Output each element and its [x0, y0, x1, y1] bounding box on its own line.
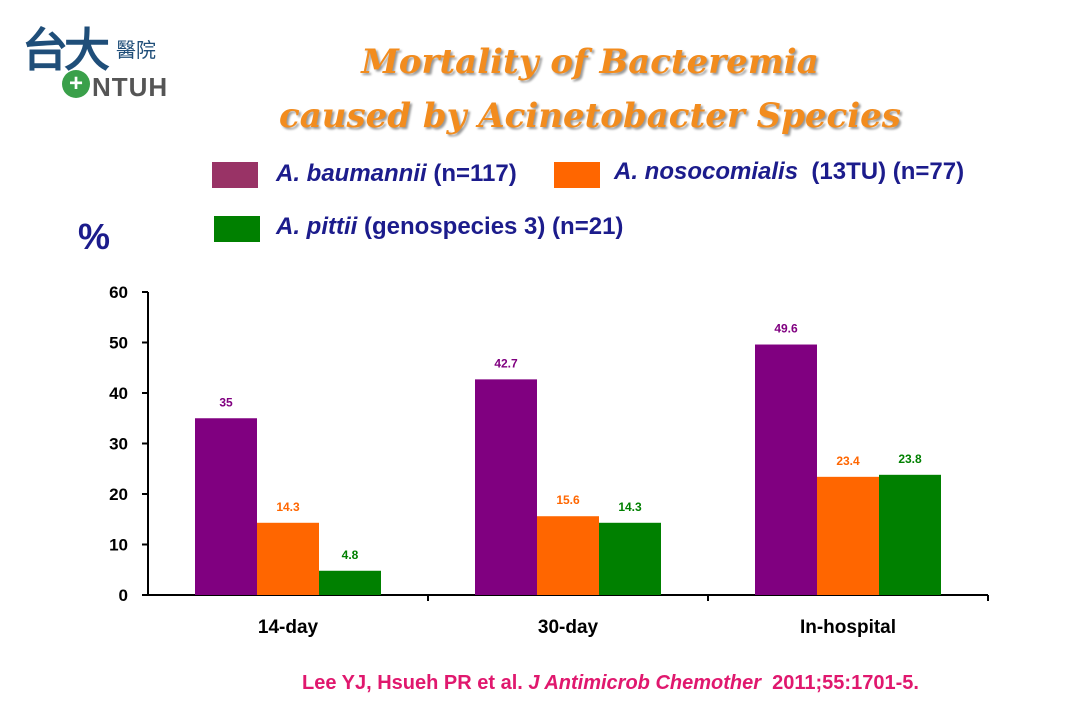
- y-tick-label: 50: [109, 334, 128, 353]
- y-tick-label: 20: [109, 485, 128, 504]
- bar: [817, 476, 879, 595]
- legend-detail-pittii: (genospecies 3) (n=21): [357, 213, 624, 240]
- legend-detail-nosocomialis: (13TU) (n=77): [798, 158, 965, 185]
- data-label: 4.8: [342, 548, 359, 562]
- bar: [879, 474, 941, 595]
- category-label: 14-day: [258, 617, 319, 638]
- ntuh-logo: 台大 醫院 + NTUH: [22, 14, 167, 102]
- citation-journal: J Antimicrob Chemother: [528, 672, 762, 694]
- legend-species-pittii: A. pittii: [276, 213, 358, 240]
- y-axis-unit: %: [78, 216, 111, 257]
- citation-authors: Lee YJ, Hsueh PR et al.: [302, 672, 529, 694]
- legend-swatch-pittii: [214, 216, 260, 242]
- legend-species-baumannii: A. baumannii: [276, 160, 427, 187]
- y-tick-label: 0: [119, 586, 128, 605]
- chart-title-line1: Mortality of Bacteremia: [361, 42, 819, 82]
- data-label: 42.7: [494, 356, 518, 370]
- bar: [755, 344, 817, 595]
- legend-swatch-baumannii: [212, 162, 258, 188]
- y-tick-label: 40: [109, 384, 128, 403]
- logo-hospital-text: 醫院: [116, 38, 156, 62]
- y-tick-label: 10: [109, 536, 128, 555]
- chart-title-line2: caused by Acinetobacter Species: [279, 96, 901, 136]
- bar: [475, 379, 537, 595]
- legend-swatch-nosocomialis: [554, 162, 600, 188]
- legend-detail-baumannii: (n=117): [426, 160, 517, 187]
- bar: [537, 516, 599, 595]
- logo-mark: 台大: [22, 23, 110, 77]
- citation-reference: 2011;55:1701-5.: [761, 672, 919, 694]
- data-label: 23.4: [836, 454, 860, 468]
- data-label: 15.6: [556, 493, 580, 507]
- y-tick-label: 60: [109, 283, 128, 302]
- bar: [257, 522, 319, 595]
- data-label: 49.6: [774, 322, 798, 336]
- bar: [195, 418, 257, 595]
- category-label: In-hospital: [800, 617, 896, 638]
- logo-acronym: NTUH: [92, 72, 169, 102]
- category-label: 30-day: [538, 617, 599, 638]
- y-tick-label: 30: [109, 435, 128, 454]
- data-label: 14.3: [618, 500, 642, 514]
- legend-label-pittii: A. pittii (genospecies 3) (n=21): [276, 213, 623, 241]
- legend-species-nosocomialis: A. nosocomialis: [614, 158, 799, 185]
- legend-label-nosocomialis: A. nosocomialis (13TU) (n=77): [614, 158, 964, 186]
- data-label: 23.8: [898, 452, 922, 466]
- bar: [319, 570, 381, 595]
- legend-label-baumannii: A. baumannii (n=117): [276, 160, 517, 188]
- citation: Lee YJ, Hsueh PR et al. J Antimicrob Che…: [302, 672, 919, 695]
- data-label: 35: [219, 395, 233, 409]
- medical-cross-icon: +: [62, 70, 90, 98]
- bar: [599, 522, 661, 595]
- data-label: 14.3: [276, 500, 300, 514]
